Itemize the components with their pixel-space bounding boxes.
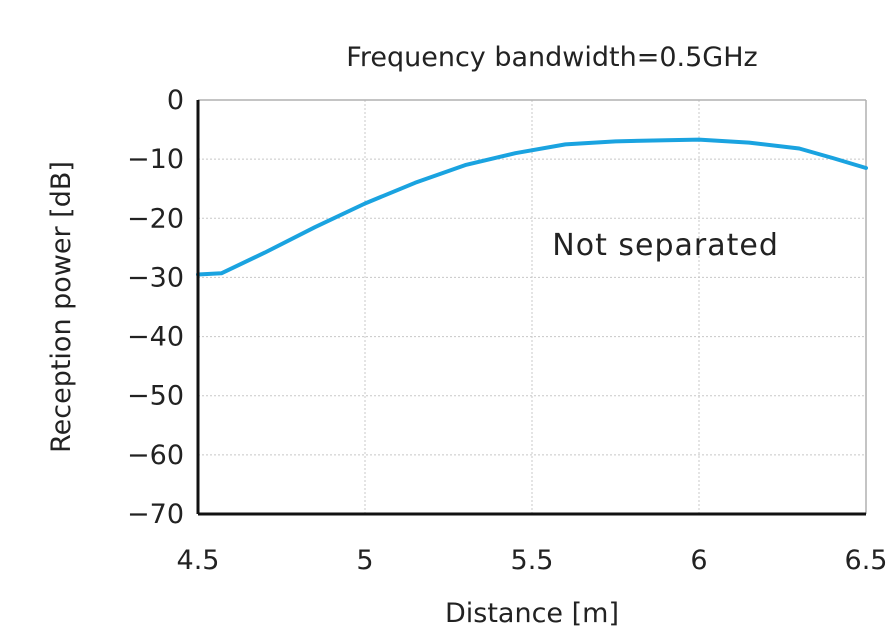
grid-layer [198, 100, 866, 514]
y-axis-label: Reception power [dB] [46, 161, 77, 453]
series-line-0 [196, 137, 868, 277]
x-tick-label: 5 [356, 545, 373, 576]
annotation-layer: Not separated [552, 228, 779, 263]
x-tick-label: 6.5 [845, 545, 888, 576]
x-tick-label: 6 [690, 545, 707, 576]
y-tick-label: −20 [127, 203, 184, 234]
annotation-label: Not separated [552, 228, 779, 263]
y-tick-label: −50 [127, 381, 184, 412]
y-tick-label: −10 [127, 144, 184, 175]
x-tick-label: 4.5 [177, 545, 220, 576]
y-tick-label: −70 [127, 499, 184, 530]
y-tick-label: 0 [167, 85, 184, 116]
tick-layer: 0 −10 −20 −30 −40 −50 −60 −70 4.5 5 5.5 6 6.5 [127, 85, 887, 576]
chart-title: Frequency bandwidth=0.5GHz [346, 42, 757, 73]
series-layer [196, 137, 868, 277]
y-tick-label: −40 [127, 322, 184, 353]
x-axis-label: Distance [m] [445, 598, 619, 629]
y-tick-label: −60 [127, 440, 184, 471]
x-tick-label: 5.5 [511, 545, 554, 576]
y-tick-label: −30 [127, 262, 184, 293]
